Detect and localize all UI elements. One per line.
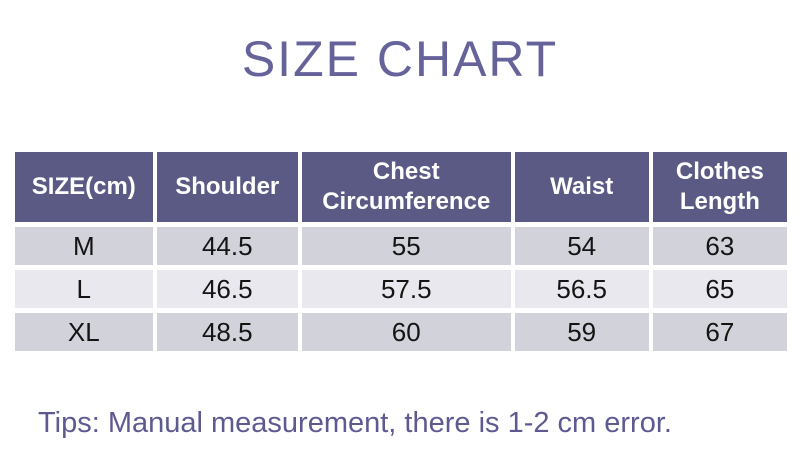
table-cell: 44.5: [156, 227, 298, 265]
table-cell: 67: [652, 313, 787, 351]
size-chart-table: SIZE(cm) Shoulder Chest Circumference Wa…: [11, 147, 791, 356]
header-cell-shoulder: Shoulder: [156, 152, 298, 222]
table-cell: 57.5: [301, 270, 511, 308]
table-cell: 46.5: [156, 270, 298, 308]
table-cell: 60: [301, 313, 511, 351]
table-cell: 56.5: [514, 270, 649, 308]
table-row-xl: XL 48.5 60 59 67: [15, 313, 787, 351]
header-cell-clothes-length: Clothes Length: [652, 152, 787, 222]
table-cell: XL: [15, 313, 153, 351]
table-cell: 65: [652, 270, 787, 308]
table-cell: 55: [301, 227, 511, 265]
header-cell-size: SIZE(cm): [15, 152, 153, 222]
page-title: SIZE CHART: [241, 31, 559, 87]
table-row-m: M 44.5 55 54 63: [15, 227, 787, 265]
table-cell: 63: [652, 227, 787, 265]
table-header-row: SIZE(cm) Shoulder Chest Circumference Wa…: [15, 152, 787, 222]
table-cell: M: [15, 227, 153, 265]
header-cell-chest-circumference: Chest Circumference: [301, 152, 511, 222]
table-row-l: L 46.5 57.5 56.5 65: [15, 270, 787, 308]
header-cell-waist: Waist: [514, 152, 649, 222]
table-cell: 59: [514, 313, 649, 351]
table-cell: 54: [514, 227, 649, 265]
measurement-tip-text: Tips: Manual measurement, there is 1-2 c…: [38, 407, 672, 439]
table-cell: 48.5: [156, 313, 298, 351]
table-cell: L: [15, 270, 153, 308]
